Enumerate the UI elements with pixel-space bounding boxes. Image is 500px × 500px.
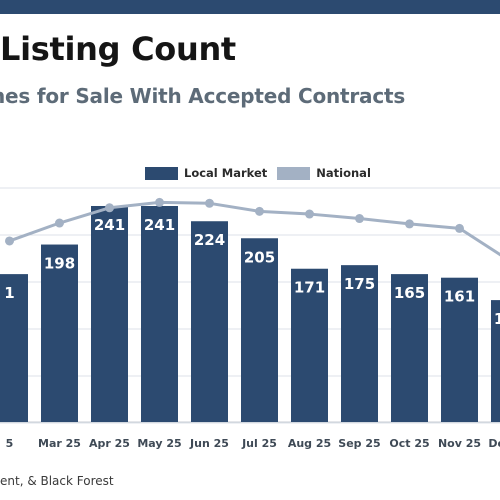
x-tick-label: Jun 25 bbox=[189, 437, 229, 450]
bar-local-market bbox=[291, 268, 328, 422]
x-tick-label: Apr 25 bbox=[89, 437, 130, 450]
legend-label-national: National bbox=[316, 166, 371, 180]
legend-item-local: Local Market bbox=[145, 166, 267, 180]
legend-swatch-local bbox=[145, 166, 178, 180]
data-label-local-market: 136 bbox=[494, 310, 500, 328]
data-label-local-market: 171 bbox=[294, 279, 325, 297]
x-tick-label: Oct 25 bbox=[389, 437, 429, 450]
page-subtitle: nes for Sale With Accepted Contracts bbox=[0, 84, 406, 108]
bar-local-market bbox=[491, 300, 500, 422]
data-label-local-market: 175 bbox=[344, 275, 375, 293]
bar-local-market bbox=[0, 274, 28, 422]
x-tick-label: Mar 25 bbox=[38, 437, 81, 450]
data-label-local-market: 224 bbox=[194, 231, 225, 249]
bar-local-market bbox=[41, 244, 78, 422]
legend-swatch-national bbox=[277, 166, 311, 180]
legend-label-local: Local Market bbox=[184, 166, 268, 180]
data-label-local-market: 205 bbox=[244, 248, 275, 266]
x-tick-label: Nov 25 bbox=[438, 437, 481, 450]
data-label-local-market: 198 bbox=[44, 255, 75, 273]
x-tick-label: 5 bbox=[6, 437, 14, 450]
point-national bbox=[155, 197, 164, 207]
bar-local-market bbox=[391, 274, 428, 422]
point-national bbox=[55, 218, 64, 228]
page-title: Listing Count bbox=[0, 30, 236, 68]
data-label-local-market: 1 bbox=[4, 284, 14, 302]
bar-local-market bbox=[191, 221, 228, 422]
bar-local-market bbox=[341, 265, 378, 422]
data-label-local-market: 241 bbox=[144, 216, 175, 234]
point-national bbox=[405, 219, 414, 229]
point-national bbox=[105, 203, 114, 213]
listing-count-chart: 1 198 241 241 224 205 171 175 165 161 136 5 Mar 25 Ap… bbox=[0, 187, 500, 450]
source-footnote: ent, & Black Forest bbox=[0, 474, 114, 488]
point-national bbox=[455, 223, 464, 233]
x-tick-label: Jul 25 bbox=[241, 437, 277, 450]
data-label-local-market: 241 bbox=[94, 216, 125, 234]
point-national bbox=[255, 206, 264, 216]
top-accent-bar bbox=[0, 0, 500, 14]
chart-legend: Local Market National bbox=[145, 164, 381, 182]
bar-local-market bbox=[441, 277, 478, 422]
legend-item-national: National bbox=[277, 166, 371, 180]
point-national bbox=[205, 198, 214, 208]
x-tick-label: Dec 25 bbox=[488, 437, 500, 450]
x-tick-label: May 25 bbox=[137, 437, 181, 450]
data-label-local-market: 161 bbox=[444, 288, 475, 306]
x-tick-label: Sep 25 bbox=[338, 437, 380, 450]
point-national bbox=[355, 214, 364, 224]
x-tick-label: Aug 25 bbox=[288, 437, 331, 450]
bar-local-market bbox=[91, 205, 128, 422]
point-national bbox=[305, 209, 314, 219]
bar-local-market bbox=[241, 238, 278, 422]
data-label-local-market: 165 bbox=[394, 284, 425, 302]
point-national bbox=[5, 236, 14, 246]
bar-local-market bbox=[141, 205, 178, 422]
